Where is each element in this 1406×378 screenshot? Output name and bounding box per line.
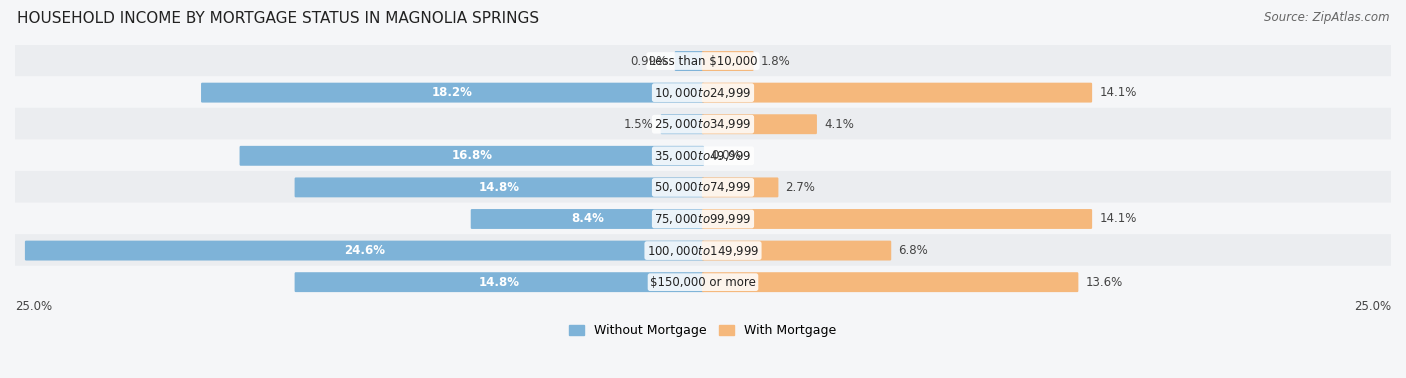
Text: Less than $10,000: Less than $10,000 [648,54,758,68]
Text: HOUSEHOLD INCOME BY MORTGAGE STATUS IN MAGNOLIA SPRINGS: HOUSEHOLD INCOME BY MORTGAGE STATUS IN M… [17,11,538,26]
FancyBboxPatch shape [661,114,704,134]
Text: 14.8%: 14.8% [479,181,520,194]
Text: $75,000 to $99,999: $75,000 to $99,999 [654,212,752,226]
Text: $35,000 to $49,999: $35,000 to $49,999 [654,149,752,163]
FancyBboxPatch shape [702,83,1092,102]
FancyBboxPatch shape [702,209,1092,229]
Text: 8.4%: 8.4% [571,212,603,226]
Text: 0.99%: 0.99% [630,54,668,68]
FancyBboxPatch shape [14,108,1392,141]
Text: 6.8%: 6.8% [898,244,928,257]
Text: 1.8%: 1.8% [761,54,790,68]
FancyBboxPatch shape [295,177,704,197]
FancyBboxPatch shape [295,272,704,292]
Legend: Without Mortgage, With Mortgage: Without Mortgage, With Mortgage [569,324,837,337]
Text: 4.1%: 4.1% [824,118,853,131]
Text: 25.0%: 25.0% [15,299,52,313]
Text: 18.2%: 18.2% [432,86,472,99]
Text: 14.8%: 14.8% [479,276,520,289]
Text: $150,000 or more: $150,000 or more [650,276,756,289]
Text: 25.0%: 25.0% [1354,299,1391,313]
Text: 1.5%: 1.5% [624,118,654,131]
FancyBboxPatch shape [14,171,1392,204]
Text: $50,000 to $74,999: $50,000 to $74,999 [654,180,752,194]
Text: 14.1%: 14.1% [1099,212,1136,226]
Text: Source: ZipAtlas.com: Source: ZipAtlas.com [1264,11,1389,24]
Text: 0.0%: 0.0% [711,149,741,162]
FancyBboxPatch shape [702,51,754,71]
Text: $100,000 to $149,999: $100,000 to $149,999 [647,243,759,257]
FancyBboxPatch shape [201,83,704,102]
FancyBboxPatch shape [14,234,1392,267]
FancyBboxPatch shape [702,114,817,134]
FancyBboxPatch shape [702,177,779,197]
FancyBboxPatch shape [25,241,704,260]
FancyBboxPatch shape [14,45,1392,77]
FancyBboxPatch shape [14,76,1392,109]
FancyBboxPatch shape [14,139,1392,172]
Text: $25,000 to $34,999: $25,000 to $34,999 [654,117,752,131]
FancyBboxPatch shape [14,266,1392,299]
FancyBboxPatch shape [702,272,1078,292]
FancyBboxPatch shape [14,203,1392,235]
FancyBboxPatch shape [471,209,704,229]
Text: $10,000 to $24,999: $10,000 to $24,999 [654,86,752,100]
FancyBboxPatch shape [675,51,704,71]
Text: 2.7%: 2.7% [786,181,815,194]
Text: 14.1%: 14.1% [1099,86,1136,99]
FancyBboxPatch shape [239,146,704,166]
Text: 24.6%: 24.6% [344,244,385,257]
Text: 16.8%: 16.8% [451,149,492,162]
FancyBboxPatch shape [702,241,891,260]
Text: 13.6%: 13.6% [1085,276,1123,289]
